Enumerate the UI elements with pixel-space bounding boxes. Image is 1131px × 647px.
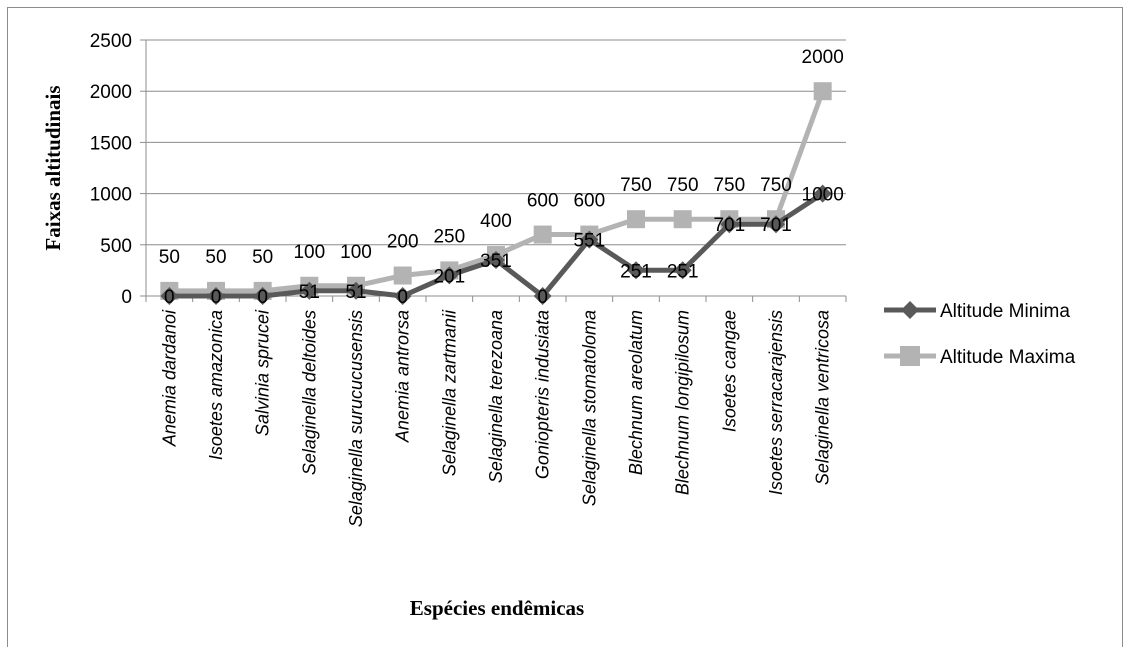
- data-point-diamond: [207, 287, 225, 305]
- data-label-max: 50: [205, 247, 226, 268]
- data-label-min: 0: [164, 287, 175, 308]
- data-label-min: 51: [345, 282, 366, 303]
- data-label-min: 0: [397, 287, 408, 308]
- data-label-min: 201: [433, 266, 465, 287]
- data-label-min: 551: [573, 231, 605, 252]
- x-category-label: Isoetes serracarajensis: [766, 310, 786, 495]
- data-label-max: 750: [713, 175, 745, 196]
- x-category-label: Blechnum areolatum: [626, 310, 646, 475]
- data-label-min: 0: [211, 287, 222, 308]
- data-label-min: 251: [667, 261, 699, 282]
- data-label-max: 600: [573, 191, 605, 212]
- data-label-min: 701: [713, 215, 745, 236]
- data-label-max: 600: [527, 191, 559, 212]
- legend-label: Altitude Maxima: [940, 347, 1076, 368]
- x-category-label: Selaginella stomatoloma: [579, 310, 599, 506]
- data-label-max: 100: [340, 242, 372, 263]
- data-point-square: [627, 210, 645, 229]
- x-category-label: Selaginella deltoides: [299, 310, 319, 475]
- data-label-min: 0: [257, 287, 268, 308]
- data-label-max: 400: [480, 211, 512, 232]
- x-category-label: Isoetes amazonica: [206, 310, 226, 460]
- data-label-min: 351: [480, 251, 512, 272]
- data-point-diamond: [673, 261, 692, 280]
- data-point-diamond: [720, 215, 739, 234]
- data-point-diamond: [767, 215, 785, 234]
- x-category-label: Anemia antrorsa: [393, 310, 413, 443]
- x-category-label: Blechnum longipilosum: [673, 310, 693, 495]
- legend: Altitude Minima Altitude Maxima: [884, 301, 1076, 368]
- data-point-diamond: [487, 251, 505, 270]
- y-tick-label: 2500: [90, 31, 132, 52]
- data-label-max: 750: [760, 175, 792, 196]
- data-label-max: 50: [159, 247, 180, 268]
- data-point-square: [813, 82, 832, 101]
- data-point-diamond: [813, 184, 832, 203]
- y-axis-ticks: 0 500 1000 1500 2000 2500: [90, 31, 146, 308]
- y-tick-label: 1000: [90, 185, 132, 206]
- y-tick-label: 1500: [90, 133, 132, 154]
- data-label-max: 750: [667, 175, 699, 196]
- data-point-diamond: [393, 287, 412, 305]
- data-point-diamond: [300, 281, 319, 300]
- y-tick-label: 0: [121, 287, 132, 308]
- data-label-max: 250: [433, 226, 465, 247]
- data-point-diamond: [533, 287, 552, 305]
- x-category-label: Goniopteris indusiata: [533, 310, 553, 479]
- data-point-diamond: [627, 261, 645, 280]
- x-category-label: Isoetes cangae: [719, 310, 739, 432]
- data-point-square: [673, 210, 692, 229]
- data-point-diamond: [440, 266, 459, 285]
- x-category-label: Anemia dardanoi: [159, 309, 179, 447]
- y-axis-title: Faixas altitudinais: [41, 85, 65, 250]
- x-axis-categories: Anemia dardanoi Isoetes amazonica Salvinia…: [159, 309, 832, 527]
- legend-label: Altitude Minima: [940, 301, 1070, 322]
- y-tick-label: 2000: [90, 82, 132, 103]
- y-tick-label: 500: [100, 236, 132, 257]
- data-point-square: [533, 225, 552, 244]
- data-label-min: 0: [537, 287, 548, 308]
- data-label-max: 2000: [802, 47, 844, 68]
- data-labels: 50 50 50 100 100 200 250 400 600 600 750 750 750 750 2…: [159, 47, 844, 308]
- data-point-diamond: [253, 287, 272, 305]
- x-category-label: Salvinia sprucei: [253, 309, 273, 436]
- data-point-square: [393, 266, 412, 285]
- data-point-diamond: [580, 230, 599, 249]
- data-point-diamond: [160, 287, 179, 305]
- data-label-min: 1000: [802, 185, 844, 206]
- data-label-min: 51: [299, 282, 320, 303]
- data-point-diamond: [347, 281, 365, 300]
- x-category-label: Selaginella zartmanii: [439, 309, 459, 476]
- series-altitude-minima: [160, 184, 832, 305]
- data-label-max: 100: [293, 242, 325, 263]
- legend-marker-diamond: [901, 301, 919, 319]
- x-axis-title: Espécies endêmicas: [410, 596, 584, 620]
- chart-frame: [7, 7, 1123, 647]
- data-label-max: 50: [252, 247, 273, 268]
- data-label-min: 251: [620, 261, 652, 282]
- data-label-max: 200: [387, 232, 419, 253]
- x-category-label: Selaginella surucucusensis: [346, 310, 366, 527]
- legend-marker-square: [900, 346, 920, 366]
- x-category-label: Selaginella ventricosa: [813, 310, 833, 485]
- data-label-max: 750: [620, 175, 652, 196]
- data-label-min: 701: [760, 215, 792, 236]
- x-category-label: Selaginella terezoana: [486, 310, 506, 483]
